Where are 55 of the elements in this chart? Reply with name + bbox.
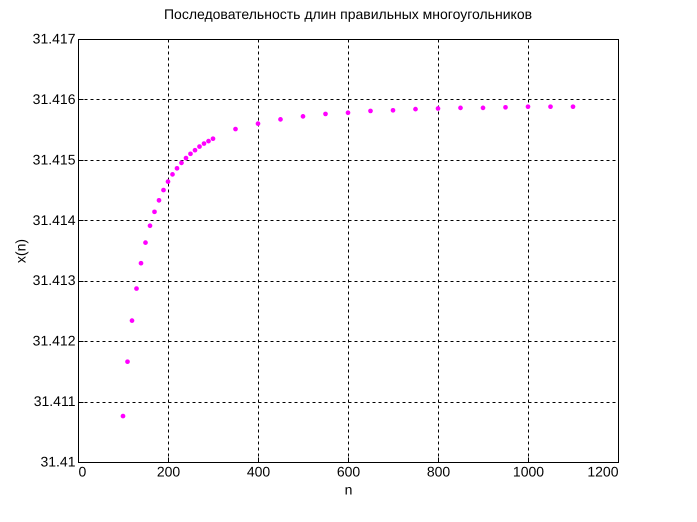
chart-title: Последовательность длин правильных многоугольников (164, 6, 532, 22)
point (120, 414, 126, 418)
point (156, 198, 162, 203)
point (210, 136, 216, 142)
point (548, 104, 553, 110)
point (161, 188, 166, 192)
point (458, 106, 463, 110)
point (256, 121, 260, 126)
point (346, 110, 350, 116)
x-axis-title: n (344, 482, 352, 498)
x-tick-label: 1000 (512, 464, 544, 480)
point (480, 106, 486, 110)
point (390, 108, 396, 113)
point (152, 209, 157, 214)
point (570, 104, 576, 110)
point (202, 141, 206, 146)
y-tick-label: 31.41 (40, 454, 76, 470)
point (197, 144, 202, 149)
y-tick-label: 31.411 (34, 393, 76, 410)
point (368, 108, 373, 114)
x-tick-label: 400 (246, 464, 270, 480)
x-tick-label: 600 (336, 464, 360, 480)
point (166, 179, 170, 184)
y-tick-label: 31.415 (32, 151, 76, 168)
point (300, 114, 306, 119)
point (179, 160, 184, 166)
y-tick-label: 31.412 (32, 332, 76, 349)
point (323, 112, 328, 116)
point (503, 104, 508, 110)
point (413, 106, 418, 112)
y-tick-label: 31.417 (32, 30, 76, 46)
point (188, 151, 193, 156)
y-tick-label: 31.414 (32, 212, 76, 228)
point (148, 223, 152, 228)
point (130, 318, 134, 323)
point (134, 286, 139, 291)
point (436, 106, 440, 111)
point (278, 117, 283, 122)
point (170, 172, 175, 177)
point (526, 104, 530, 110)
x-tick-label: 1200 (587, 464, 619, 480)
point (184, 156, 188, 160)
point (174, 166, 180, 171)
point (192, 148, 198, 153)
x-tick-label: 0 (78, 464, 86, 480)
x-tick-label: 200 (156, 464, 180, 480)
x-tick-label: 800 (426, 464, 450, 480)
point (125, 359, 130, 364)
y-tick-label: 31.416 (32, 90, 76, 107)
point (143, 240, 148, 245)
point (233, 126, 238, 132)
point (206, 138, 211, 144)
y-tick-label: 31.413 (32, 272, 76, 288)
y-axis-title: x(n) (12, 238, 29, 264)
point (138, 260, 144, 266)
